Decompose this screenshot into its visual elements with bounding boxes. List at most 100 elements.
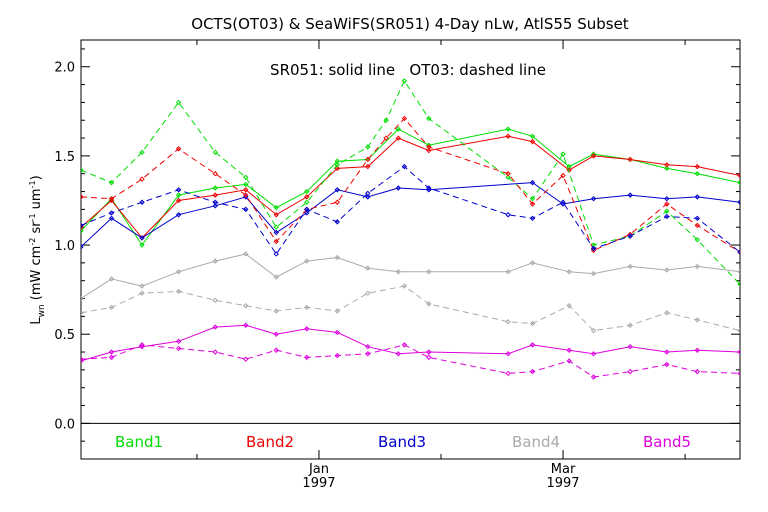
legend-band2: Band2 — [246, 433, 294, 451]
data-point-band3-solid-10 — [395, 185, 402, 191]
data-point-band4-solid-8 — [334, 254, 340, 261]
data-point-band5-dashed-15 — [590, 374, 597, 380]
data-point-band4-dashed-4 — [212, 297, 218, 304]
series-band2-solid — [81, 133, 740, 241]
data-point-band5-dashed-8 — [334, 352, 340, 359]
data-point-band5-dashed-10 — [401, 342, 408, 348]
data-point-band3-solid-12 — [529, 179, 536, 186]
data-point-band3-solid-9 — [365, 194, 371, 200]
series-line-band5-solid — [81, 324, 740, 362]
series-band4-dashed — [81, 283, 740, 334]
data-point-band4-solid-10 — [395, 269, 402, 275]
legend: Band1 Band2 Band3 Band4 Band5 — [115, 433, 691, 451]
data-point-band5-solid-0 — [81, 358, 84, 364]
series-band3-dashed — [81, 163, 740, 257]
data-point-band1-dashed-7 — [304, 199, 310, 205]
data-point-band2-dashed-4 — [212, 171, 218, 177]
legend-band5: Band5 — [643, 433, 691, 451]
data-point-band4-solid-18 — [694, 263, 700, 270]
series-band3-solid — [81, 179, 740, 250]
y-tick-label-0: 0.0 — [54, 417, 75, 432]
data-point-band3-solid-7 — [304, 210, 310, 216]
data-point-band5-dashed-18 — [694, 368, 700, 375]
y-tick-label-1: 0.5 — [54, 328, 75, 343]
data-point-band2-dashed-8 — [334, 199, 340, 205]
data-point-band5-dashed-16 — [627, 368, 633, 375]
data-point-band4-solid-9 — [365, 265, 371, 271]
legend-band4: Band4 — [512, 433, 560, 451]
data-point-band5-dashed-0 — [81, 356, 84, 362]
data-point-band5-solid-14 — [566, 347, 572, 353]
data-point-band5-solid-10 — [395, 351, 402, 357]
data-point-band2-dashed-19 — [694, 222, 700, 229]
data-point-band1-solid-7 — [304, 188, 310, 195]
y-label-sup1: -2 — [28, 238, 37, 246]
data-point-band3-solid-16 — [664, 195, 670, 202]
data-point-band2-dashed-1 — [108, 195, 115, 202]
data-point-band4-solid-13 — [529, 260, 536, 266]
data-point-band5-solid-18 — [694, 347, 700, 353]
y-label-mid1: sr — [29, 221, 44, 238]
data-point-band5-dashed-14 — [566, 358, 572, 364]
data-point-band5-solid-4 — [212, 324, 218, 330]
series-band4-solid — [81, 251, 740, 302]
data-point-band3-dashed-19 — [737, 249, 740, 255]
data-point-band3-dashed-1 — [108, 210, 115, 216]
data-point-band1-dashed-1 — [108, 179, 115, 186]
data-point-band1-solid-17 — [664, 165, 670, 172]
data-point-band1-solid-5 — [243, 181, 249, 188]
data-point-band2-solid-1 — [108, 197, 115, 204]
data-point-band2-dashed-6 — [273, 238, 279, 245]
y-axis: 0.0 0.5 1.0 1.5 2.0 — [54, 48, 740, 442]
chart-title: OCTS(OT03) & SeaWiFS(SR051) 4-Day nLw, A… — [191, 15, 629, 33]
data-point-band3-solid-4 — [212, 203, 218, 209]
data-point-band5-solid-12 — [505, 351, 511, 357]
legend-band1: Band1 — [115, 433, 163, 451]
data-point-band4-dashed-5 — [243, 302, 249, 309]
data-point-band4-solid-16 — [627, 263, 633, 270]
data-point-band4-dashed-9 — [365, 290, 371, 296]
series-line-band2-solid — [81, 135, 740, 239]
data-point-band3-solid-3 — [175, 212, 182, 218]
data-point-band3-solid-13 — [560, 201, 566, 207]
data-point-band1-dashed-12 — [426, 115, 432, 122]
data-point-band2-solid-10 — [395, 135, 402, 141]
data-point-band3-dashed-4 — [212, 199, 218, 205]
data-point-band4-dashed-6 — [273, 308, 279, 314]
y-label-sup3: -1 — [28, 180, 37, 188]
data-point-band3-solid-17 — [694, 194, 700, 200]
data-point-band5-solid-16 — [627, 343, 633, 350]
data-point-band4-dashed-1 — [108, 304, 115, 311]
data-point-band2-solid-6 — [273, 212, 279, 218]
data-point-band5-dashed-17 — [664, 361, 670, 368]
data-point-band3-solid-0 — [81, 244, 84, 250]
data-point-band5-dashed-12 — [505, 370, 511, 377]
x-tick-year-0: 1997 — [302, 476, 335, 491]
data-point-band4-dashed-14 — [566, 302, 572, 309]
data-point-band1-dashed-15 — [560, 151, 566, 157]
data-point-band3-dashed-6 — [273, 251, 279, 257]
data-point-band2-dashed-2 — [139, 176, 145, 182]
data-point-band2-dashed-12 — [426, 144, 432, 150]
data-point-band4-dashed-10 — [401, 283, 408, 289]
data-point-band4-dashed-12 — [505, 319, 511, 325]
data-point-band3-dashed-9 — [365, 190, 371, 197]
data-point-band1-solid-13 — [529, 133, 536, 139]
data-point-band2-solid-18 — [694, 163, 700, 170]
data-point-band1-dashed-2 — [139, 149, 145, 156]
data-point-band1-solid-2 — [139, 242, 145, 248]
data-point-band2-solid-7 — [304, 194, 310, 200]
data-point-band5-solid-19 — [737, 349, 740, 355]
data-point-band2-dashed-18 — [664, 201, 670, 207]
data-point-band4-dashed-15 — [590, 327, 597, 334]
data-point-band1-dashed-6 — [273, 224, 279, 230]
data-point-band2-solid-13 — [529, 138, 536, 145]
data-point-band2-dashed-13 — [505, 171, 511, 177]
data-point-band2-dashed-17 — [627, 231, 633, 238]
series-line-band5-dashed — [81, 344, 740, 378]
series-band1-dashed — [81, 78, 740, 287]
data-point-band2-solid-16 — [627, 156, 633, 163]
data-point-band4-dashed-7 — [304, 304, 310, 311]
series-band5-dashed — [81, 342, 740, 380]
